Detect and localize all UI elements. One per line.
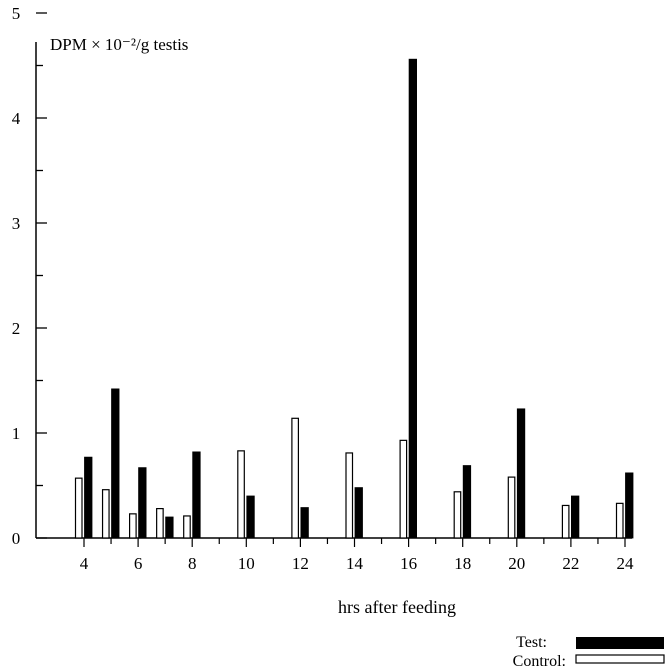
chart-annotation: DPM × 10⁻²/g testis — [50, 35, 188, 54]
control-bar — [291, 417, 299, 539]
test-bar — [246, 495, 255, 539]
x-tick-label: 10 — [238, 554, 255, 573]
x-tick-label: 18 — [454, 554, 471, 573]
control-bar — [453, 491, 462, 539]
y-tick-label: 3 — [12, 214, 21, 233]
test-bar — [192, 451, 201, 539]
x-tick-label: 8 — [188, 554, 197, 573]
control-bar — [561, 504, 570, 539]
legend-control-swatch — [575, 654, 665, 664]
bars — [74, 58, 634, 539]
y-tick-labels: 0 1 2 3 4 5 — [12, 4, 21, 548]
test-bar — [408, 58, 418, 539]
test-bar — [84, 456, 93, 539]
test-bar — [462, 465, 472, 539]
x-tick-label: 16 — [400, 554, 417, 573]
x-axis-label: hrs after feeding — [338, 597, 456, 617]
test-bar — [354, 487, 363, 539]
x-tick-label: 4 — [80, 554, 89, 573]
legend-test-label: Test: — [516, 634, 547, 651]
y-tick-label: 0 — [12, 529, 21, 548]
control-bar — [74, 477, 83, 539]
y-tick-label: 2 — [12, 319, 21, 338]
y-tick-label: 1 — [12, 424, 21, 443]
control-bar — [237, 450, 245, 539]
legend-control-label: Control: — [513, 653, 566, 670]
test-bar — [138, 467, 147, 539]
test-bar — [516, 408, 526, 539]
legend: Test: Control: — [513, 634, 665, 670]
test-bar — [111, 388, 120, 539]
y-ticks — [36, 12, 47, 539]
control-bar — [183, 515, 191, 539]
control-bar — [399, 439, 408, 539]
x-tick-label: 14 — [346, 554, 364, 573]
test-bar — [571, 495, 580, 539]
y-tick-label: 5 — [12, 4, 21, 23]
x-ticks — [83, 538, 626, 547]
test-bar — [625, 472, 634, 539]
test-bar — [300, 507, 309, 539]
test-bar — [165, 516, 174, 539]
control-bar — [156, 508, 164, 539]
control-bar — [129, 513, 137, 539]
control-bar — [615, 502, 624, 539]
x-tick-label: 22 — [562, 554, 579, 573]
control-bar — [101, 489, 110, 539]
control-bar — [345, 452, 354, 539]
x-tick-label: 12 — [292, 554, 309, 573]
x-tick-label: 6 — [134, 554, 143, 573]
x-tick-label: 24 — [617, 554, 635, 573]
y-tick-label: 4 — [12, 109, 21, 128]
control-bar — [507, 476, 516, 539]
legend-test-swatch — [576, 637, 664, 649]
x-tick-labels: 4 6 8 10 12 14 16 18 20 22 24 — [80, 554, 634, 573]
x-tick-label: 20 — [508, 554, 525, 573]
